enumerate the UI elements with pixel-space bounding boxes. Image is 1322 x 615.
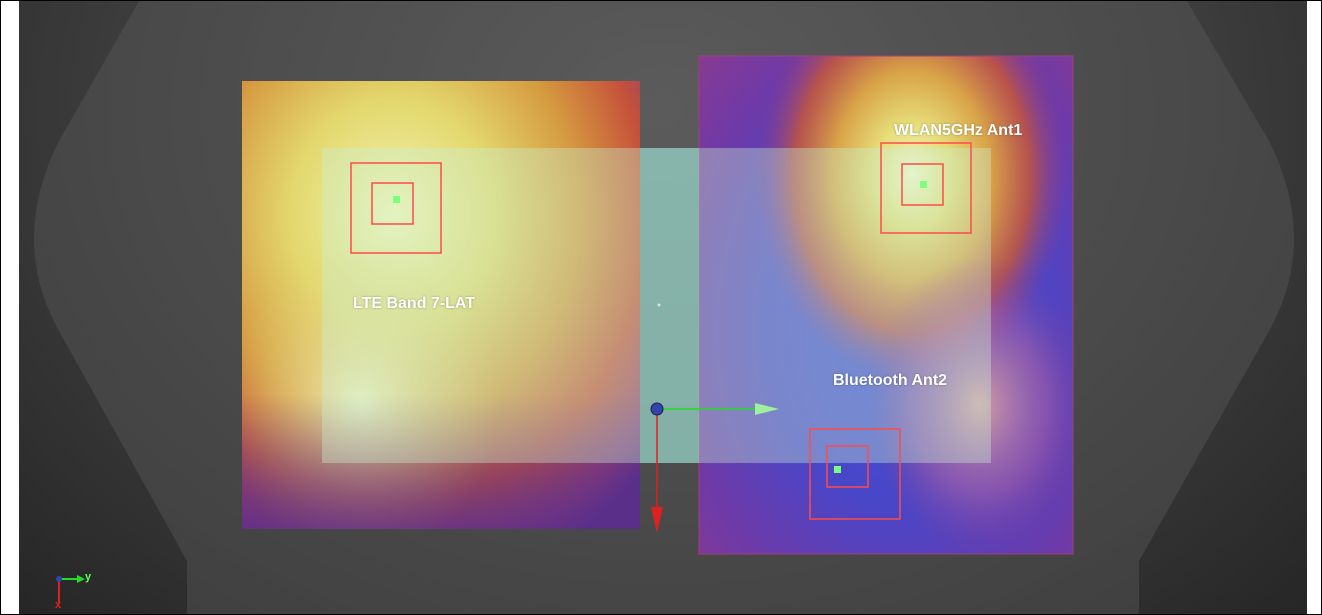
orientation-triad	[56, 575, 85, 603]
triad-y-label: y	[85, 571, 92, 583]
antenna-marker-bluetooth[interactable]	[809, 428, 901, 520]
antenna-marker-wlan[interactable]	[880, 142, 972, 234]
antenna-marker-lte[interactable]	[350, 162, 442, 254]
label-wlan: WLAN5GHz Ant1	[894, 122, 1023, 139]
device-overlay-center	[640, 148, 699, 463]
triad-x-label: x	[55, 599, 62, 611]
center-point	[657, 303, 661, 307]
heatmap-right	[698, 55, 1074, 555]
heatmap-left	[242, 81, 640, 529]
scene-canvas	[34, 1, 1294, 614]
label-bluetooth: Bluetooth Ant2	[833, 372, 948, 389]
label-lte: LTE Band 7-LAT	[353, 295, 476, 312]
3d-viewport[interactable]: LTE Band 7-LAT WLAN5GHz Ant1 Bluetooth A…	[19, 1, 1307, 614]
axes-gizmo[interactable]	[650, 402, 779, 533]
